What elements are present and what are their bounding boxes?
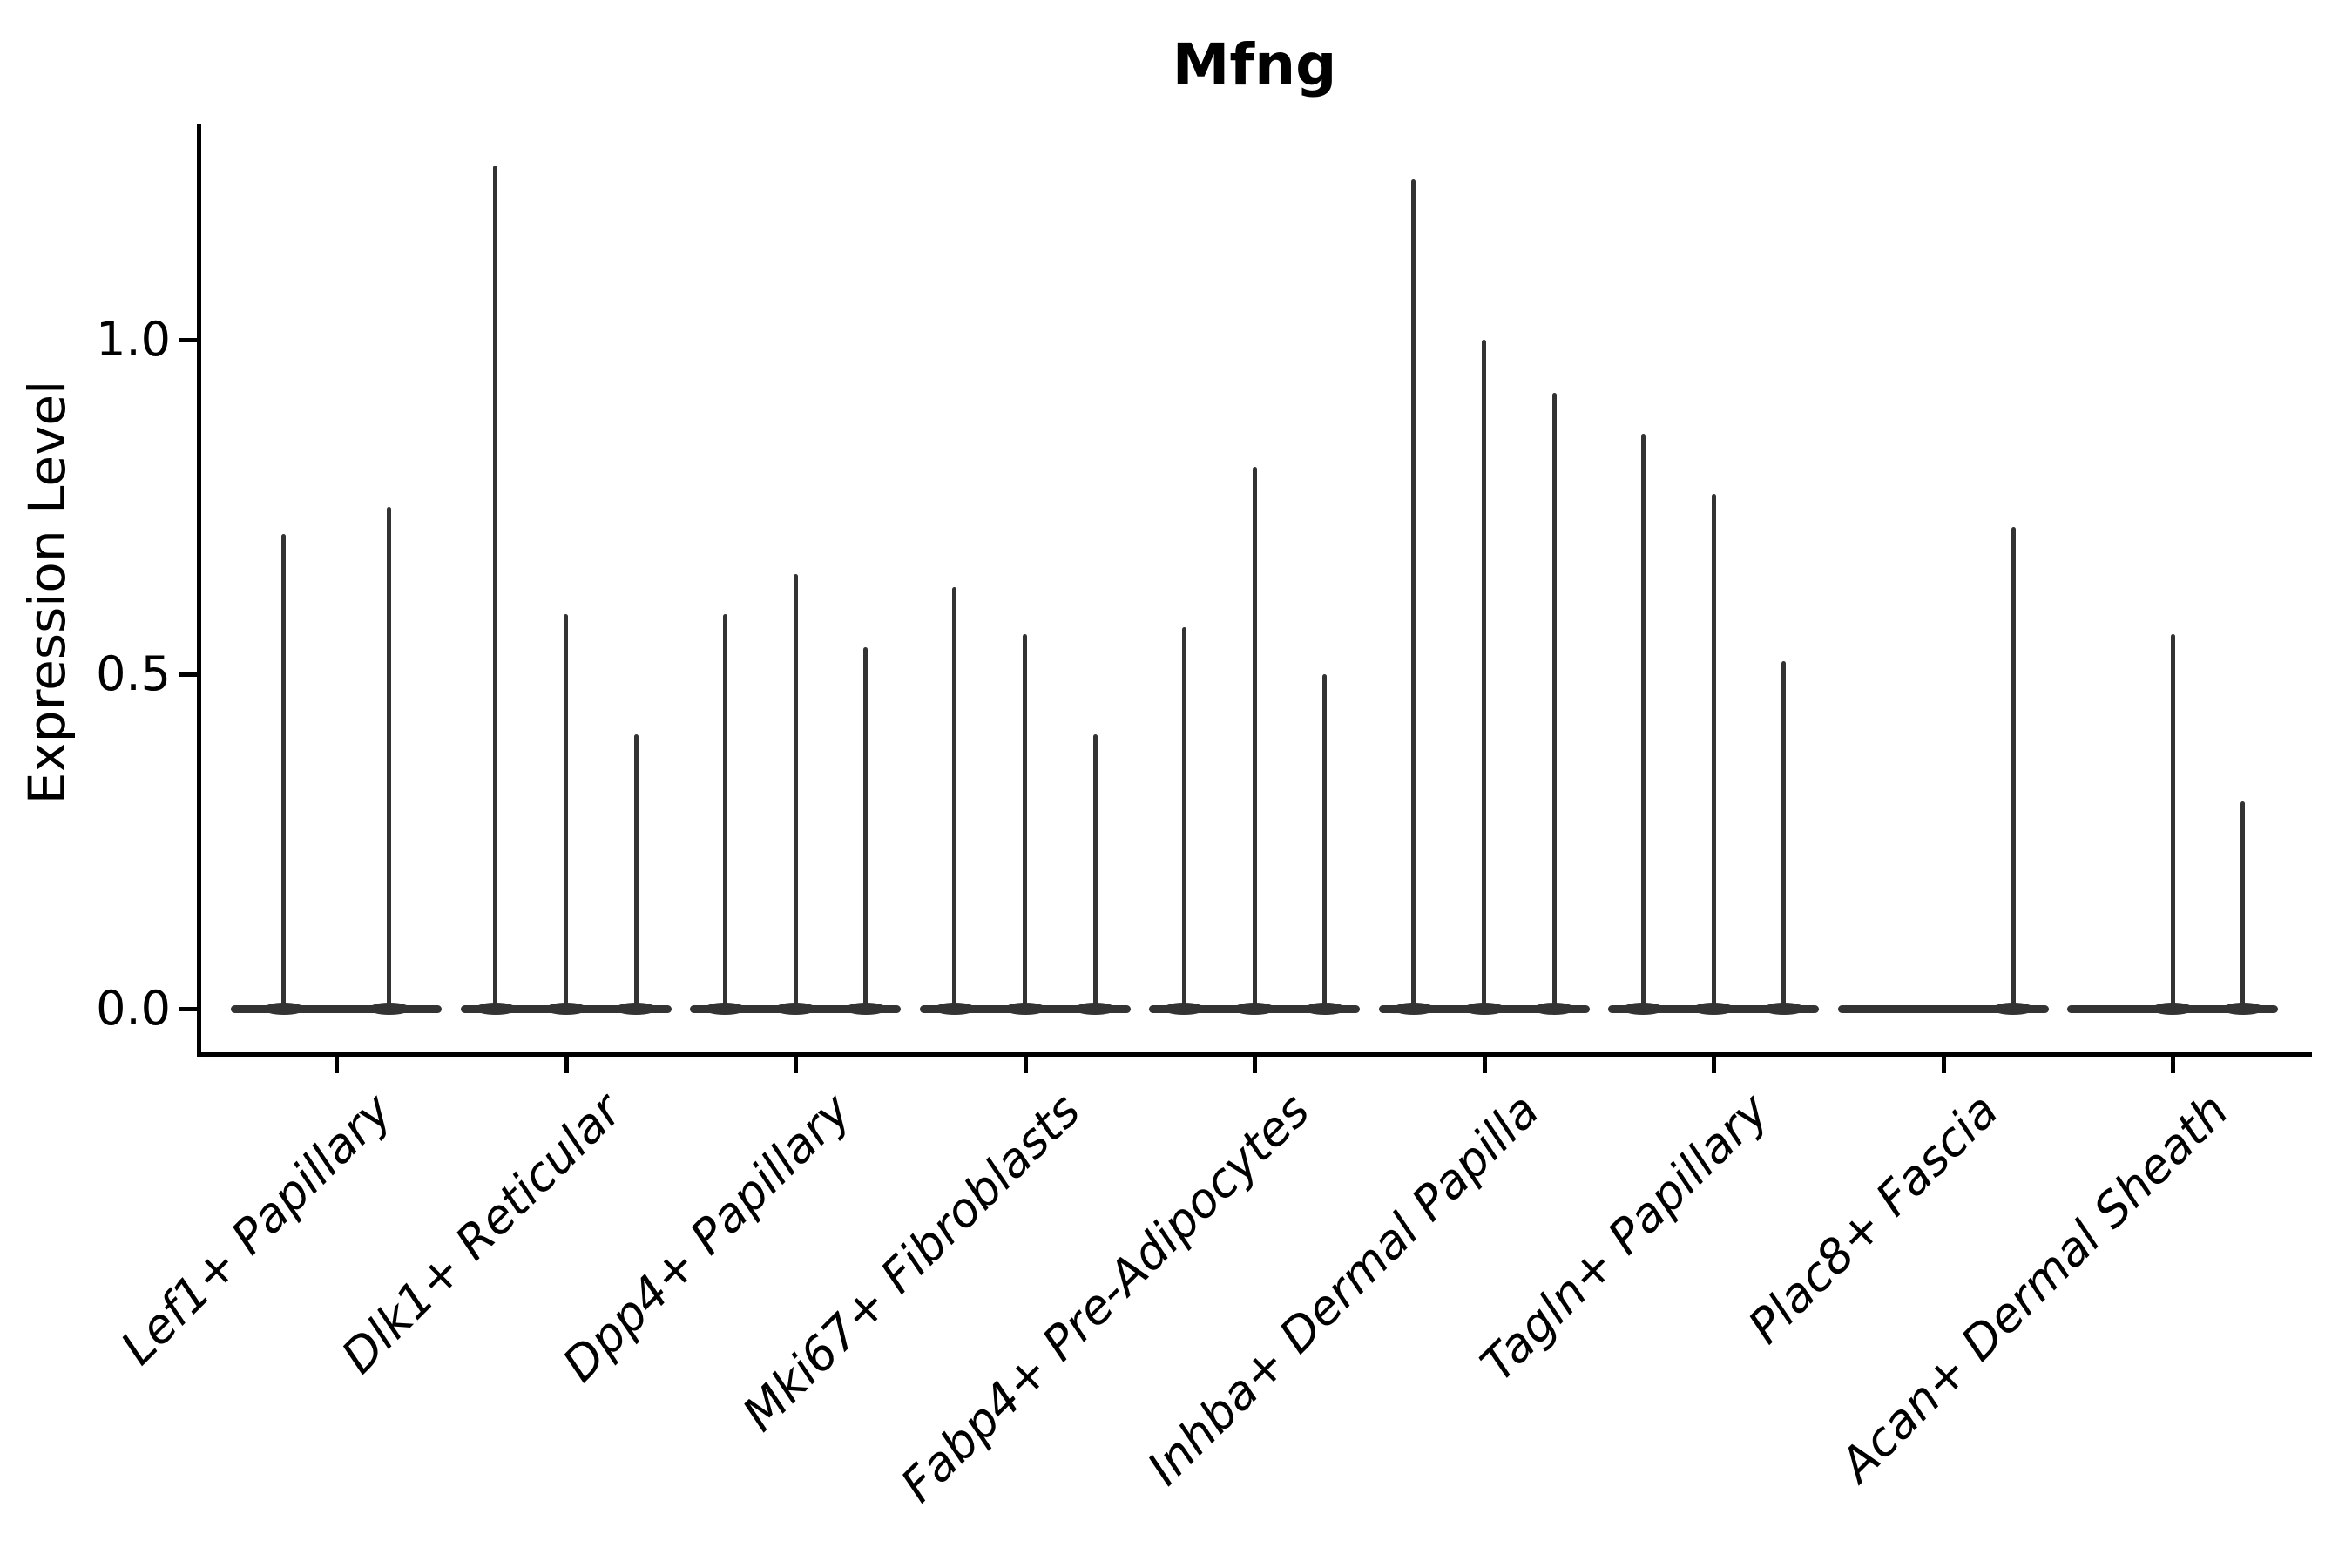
y-axis-line (197, 124, 201, 1056)
violin-spike (1411, 179, 1416, 1011)
violin-spike (1711, 493, 1716, 1011)
violin-spike (1640, 433, 1646, 1011)
violin-spike (1092, 734, 1098, 1011)
x-tick-label: Acan+ Dermal Sheath (1828, 1083, 2239, 1492)
y-axis-label: Expression Level (17, 380, 77, 805)
violin-spike (1482, 340, 1486, 1011)
y-tick (179, 672, 197, 677)
violin-spike (1551, 393, 1557, 1011)
y-tick-label: 1.0 (96, 312, 171, 367)
violin-spike (2011, 527, 2016, 1011)
violin-spike (2240, 801, 2246, 1011)
x-tick-label: Plac8+ Fascia (1737, 1083, 2010, 1355)
x-tick (1023, 1056, 1028, 1073)
violin-spike (493, 166, 498, 1011)
violin-spike (722, 613, 727, 1011)
x-tick (335, 1056, 339, 1073)
violin-spike (633, 734, 639, 1011)
violin-base (1837, 1005, 2049, 1013)
violin-spike (564, 613, 568, 1011)
x-tick (1482, 1056, 1487, 1073)
violin-base (231, 1005, 442, 1013)
violin-spike (387, 507, 391, 1011)
violin-spike (1781, 660, 1787, 1011)
x-tick (1253, 1056, 1257, 1073)
x-tick (2171, 1056, 2175, 1073)
y-tick-label: 0.0 (96, 981, 171, 1036)
chart-title: Mfng (1172, 31, 1337, 98)
violin-spike (863, 647, 868, 1011)
violin-spike (793, 573, 798, 1011)
x-tick-label: Fabp4+ Pre-Adipocytes (890, 1083, 1321, 1513)
x-tick (1712, 1056, 1716, 1073)
violin-spike (1181, 627, 1186, 1011)
violin-spike (1252, 466, 1257, 1011)
x-tick (564, 1056, 569, 1073)
x-tick-label: Inhba+ Dermal Papilla (1137, 1083, 1551, 1496)
y-tick (179, 1007, 197, 1011)
violin-spike (952, 587, 957, 1011)
violin-spike (1023, 633, 1027, 1011)
violin-spike (281, 533, 286, 1011)
violin-spike (1322, 674, 1328, 1011)
x-tick (794, 1056, 798, 1073)
x-tick (1941, 1056, 1946, 1073)
x-axis-line (197, 1052, 2312, 1057)
violin-spike (2170, 633, 2175, 1011)
y-tick (179, 338, 197, 342)
y-tick-label: 0.5 (96, 646, 171, 701)
